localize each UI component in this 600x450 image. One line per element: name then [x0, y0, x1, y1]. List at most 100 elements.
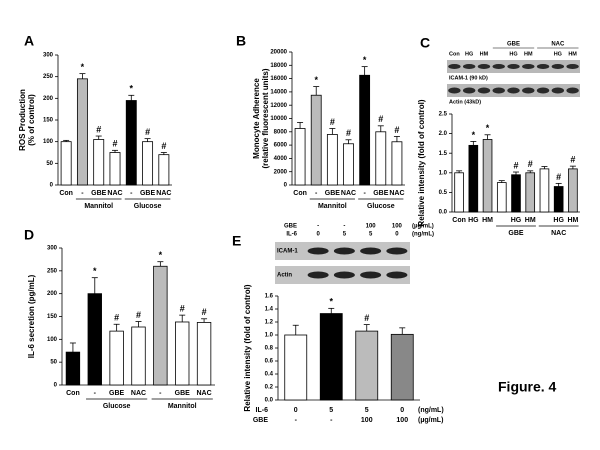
blot-header-cell: -	[343, 224, 345, 230]
blot-band	[386, 271, 408, 279]
blot-lane-label: Con	[449, 51, 460, 57]
bar	[196, 322, 212, 386]
y-tick-label: 0	[284, 183, 288, 189]
significance-mark: #	[378, 114, 383, 124]
blot-band	[307, 247, 329, 255]
table-cell: 100	[361, 417, 373, 424]
blot-band	[360, 271, 382, 279]
significance-mark: #	[556, 172, 561, 182]
significance-mark: #	[394, 125, 399, 135]
x-tick-label: HM	[482, 217, 493, 224]
significance-mark: #	[330, 117, 335, 127]
bar	[496, 182, 507, 213]
y-tick-label: 1.6	[265, 294, 274, 300]
blot-band	[477, 87, 491, 94]
bar	[391, 141, 403, 186]
bar	[60, 141, 72, 186]
y-tick-label: 150	[43, 118, 54, 124]
group-label: NAC	[551, 230, 566, 237]
bar	[310, 94, 322, 186]
bar	[93, 139, 105, 186]
blot-band	[333, 271, 355, 279]
y-tick-label: 200	[43, 96, 54, 102]
bar	[525, 172, 536, 213]
x-tick-label: -	[130, 190, 133, 197]
blot-band	[566, 87, 579, 94]
y-axis-label: Relative intensity (fold of control)	[417, 99, 426, 226]
x-tick-label: NAC	[107, 190, 122, 197]
blot-band	[536, 87, 550, 94]
bar	[109, 330, 124, 386]
blot-header-label: IL-6	[286, 232, 297, 238]
x-tick-label: GBE	[91, 190, 107, 197]
y-tick-label: 18000	[270, 63, 287, 69]
x-tick-label: NAC	[341, 190, 356, 197]
blot-group-label: NAC	[551, 42, 565, 48]
table-cell: -	[295, 417, 298, 424]
blot-header-cell: 0	[316, 232, 320, 238]
blot-lane-label: HG	[465, 51, 473, 57]
blot-band	[448, 87, 461, 94]
blot-band	[386, 247, 408, 255]
y-tick-label: 0	[50, 183, 54, 189]
y-tick-label: 300	[43, 53, 54, 59]
table-cell: -	[330, 417, 333, 424]
significance-mark: #	[346, 128, 351, 138]
x-tick-label: HG	[468, 217, 479, 224]
table-cell: 5	[365, 407, 369, 414]
bar	[326, 134, 338, 186]
blot-label-box	[447, 98, 507, 106]
group-label: Glucose	[367, 203, 395, 210]
x-tick-label: -	[363, 190, 366, 197]
blot-band-label: Actin (43kD)	[449, 99, 481, 105]
x-tick-label: Con	[59, 190, 73, 197]
table-cell: 0	[400, 407, 404, 414]
y-axis-label: (% of control)	[27, 94, 36, 146]
y-axis-label: Relative intensity (fold of control)	[243, 284, 252, 411]
y-tick-label: 2.5	[439, 112, 448, 118]
y-tick-label: 8000	[274, 129, 288, 135]
blot-band	[360, 247, 382, 255]
significance-mark: #	[114, 313, 119, 323]
significance-mark: *	[159, 250, 163, 260]
y-tick-label: 2.0	[439, 131, 448, 137]
significance-mark: #	[145, 127, 150, 137]
blot-header-cell: -	[317, 224, 319, 230]
y-tick-label: 10000	[270, 116, 287, 122]
panel-label: A	[24, 33, 34, 49]
bar	[568, 168, 578, 213]
bar	[468, 144, 479, 213]
y-tick-label: 4000	[274, 156, 288, 162]
significance-mark: #	[528, 159, 533, 169]
blot-header-cell: 0	[395, 232, 399, 238]
table-row-label: GBE	[253, 417, 269, 424]
blot-lane-label: HG	[509, 51, 517, 57]
blot-label-box	[447, 74, 507, 82]
bar	[131, 326, 146, 386]
bar	[125, 100, 137, 186]
blot-band	[551, 64, 565, 69]
y-tick-label: 2000	[274, 169, 288, 175]
significance-mark: *	[130, 84, 134, 94]
y-tick-label: 1.4	[265, 307, 274, 313]
x-tick-label: -	[315, 190, 318, 197]
significance-mark: #	[96, 124, 101, 134]
bar	[87, 293, 102, 386]
table-row-label: IL-6	[256, 407, 269, 414]
significance-mark: *	[472, 130, 476, 140]
x-tick-label: Con	[66, 390, 80, 397]
bar	[359, 74, 371, 186]
bar	[355, 330, 379, 401]
blot-band	[477, 64, 491, 69]
bar	[153, 265, 168, 386]
blot-lane-label: HG	[554, 51, 562, 57]
group-label: Glucose	[103, 403, 131, 410]
group-label: Glucose	[134, 203, 162, 210]
blot-band	[507, 64, 520, 69]
blot-lane-label: HM	[568, 51, 577, 57]
blot-band	[307, 271, 329, 279]
group-label: Mannitol	[84, 203, 113, 210]
bar	[511, 174, 521, 213]
significance-mark: #	[570, 155, 575, 165]
